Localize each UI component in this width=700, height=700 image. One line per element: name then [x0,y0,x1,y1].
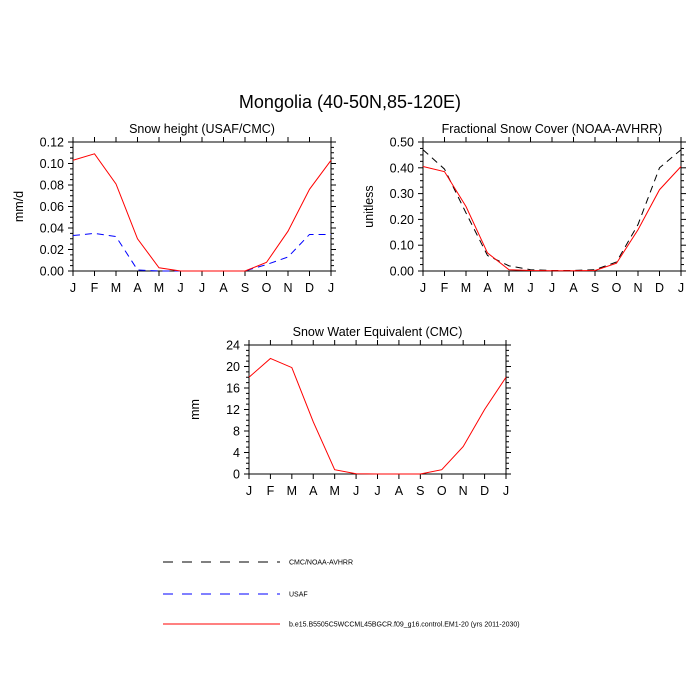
y-tick-label: 0.02 [40,243,64,257]
x-tick-label: F [441,281,449,295]
series-line-b-e15-b5505c5wccml45bgcr-f09-g16-control-em1-20-yrs-2011-2030 [422,166,682,272]
y-tick-label: 20 [226,360,240,374]
x-tick-label: M [111,281,121,295]
y-tick-label: 8 [233,425,240,439]
x-tick-label: D [655,281,664,295]
y-tick-label: 0.40 [390,161,414,175]
x-tick-label: J [246,484,252,498]
y-axis-label: unitless [362,185,376,227]
y-tick-label: 0.00 [40,265,64,279]
legend-label-usaf: USAF [289,592,308,599]
y-axis-label: mm/d [12,191,26,222]
x-tick-label: O [612,281,622,295]
x-tick-label: J [678,281,684,295]
figure-title: Mongolia (40-50N,85-120E) [239,92,461,112]
x-tick-label: F [91,281,99,295]
x-tick-label: O [262,281,272,295]
legend-label-cmc-noaa-avhrr: CMC/NOAA-AVHRR [289,560,353,567]
x-tick-label: M [461,281,471,295]
plot-frame [248,344,507,475]
x-tick-label: D [305,281,314,295]
chart-title: Snow height (USAF/CMC) [129,122,275,136]
y-tick-label: 0.04 [40,222,64,236]
x-tick-label: O [437,484,447,498]
x-tick-label: M [154,281,164,295]
x-tick-label: S [416,484,424,498]
x-tick-label: M [329,484,339,498]
y-tick-label: 0.50 [390,136,414,150]
panel-snow-height: Snow height (USAF/CMC) mm/d 0.00 0.02 0.04 0.… [12,122,336,295]
series-line-b-e15-b5505c5wccml45bgcr-f09-g16-control-em1-20-yrs-2011-2030 [248,357,507,475]
y-tick-label: 0.06 [40,200,64,214]
plot-frame [72,141,332,272]
y-tick-label: 16 [226,382,240,396]
x-tick-label: J [177,281,183,295]
x-tick-label: S [241,281,249,295]
panel-snow-water-equivalent: Snow Water Equivalent (CMC) mm 0 4 8 12 16 20 24… [188,325,511,498]
x-tick-label: J [199,281,205,295]
y-tick-label: 0.30 [390,187,414,201]
x-tick-label: A [133,281,142,295]
x-tick-label: A [309,484,318,498]
legend-label-model: b.e15.B5505C5WCCML45BGCR.f09_g16.control… [289,622,520,629]
x-tick-label: J [374,484,380,498]
legend: CMC/NOAA-AVHRR USAF b.e15.B5505C5WCCML45… [163,560,520,629]
x-tick-label: F [267,484,275,498]
x-tick-label: M [504,281,514,295]
plot-frame [422,141,682,272]
y-tick-label: 0.20 [390,213,414,227]
y-axis-label: mm [188,399,202,420]
x-tick-label: J [527,281,533,295]
x-tick-label: A [395,484,404,498]
y-tick-label: 0.10 [390,239,414,253]
y-tick-label: 0.12 [40,136,64,150]
y-tick-label: 0.10 [40,157,64,171]
y-tick-label: 0.00 [390,265,414,279]
y-tick-label: 12 [226,403,240,417]
chart-title: Fractional Snow Cover (NOAA-AVHRR) [442,122,663,136]
y-tick-label: 0 [233,468,240,482]
y-tick-label: 24 [226,339,240,353]
x-tick-label: N [283,281,292,295]
series-line-b-e15-b5505c5wccml45bgcr-f09-g16-control-em1-20-yrs-2011-2030 [72,153,332,272]
chart-title: Snow Water Equivalent (CMC) [293,325,463,339]
x-tick-label: J [549,281,555,295]
series-line-usaf [72,232,331,272]
x-tick-label: D [480,484,489,498]
x-tick-label: A [569,281,578,295]
x-tick-label: J [70,281,76,295]
x-tick-label: J [503,484,509,498]
x-tick-label: M [287,484,297,498]
series-line-cmc-noaa-avhrr [422,149,682,271]
x-tick-label: A [483,281,492,295]
x-tick-label: S [591,281,599,295]
y-tick-label: 4 [233,446,240,460]
x-tick-label: J [353,484,359,498]
x-tick-label: A [219,281,228,295]
panel-fractional-snow-cover: Fractional Snow Cover (NOAA-AVHRR) unitle… [362,122,686,295]
x-tick-label: J [328,281,334,295]
x-tick-label: N [633,281,642,295]
y-tick-label: 0.08 [40,179,64,193]
x-tick-label: N [459,484,468,498]
x-tick-label: J [420,281,426,295]
